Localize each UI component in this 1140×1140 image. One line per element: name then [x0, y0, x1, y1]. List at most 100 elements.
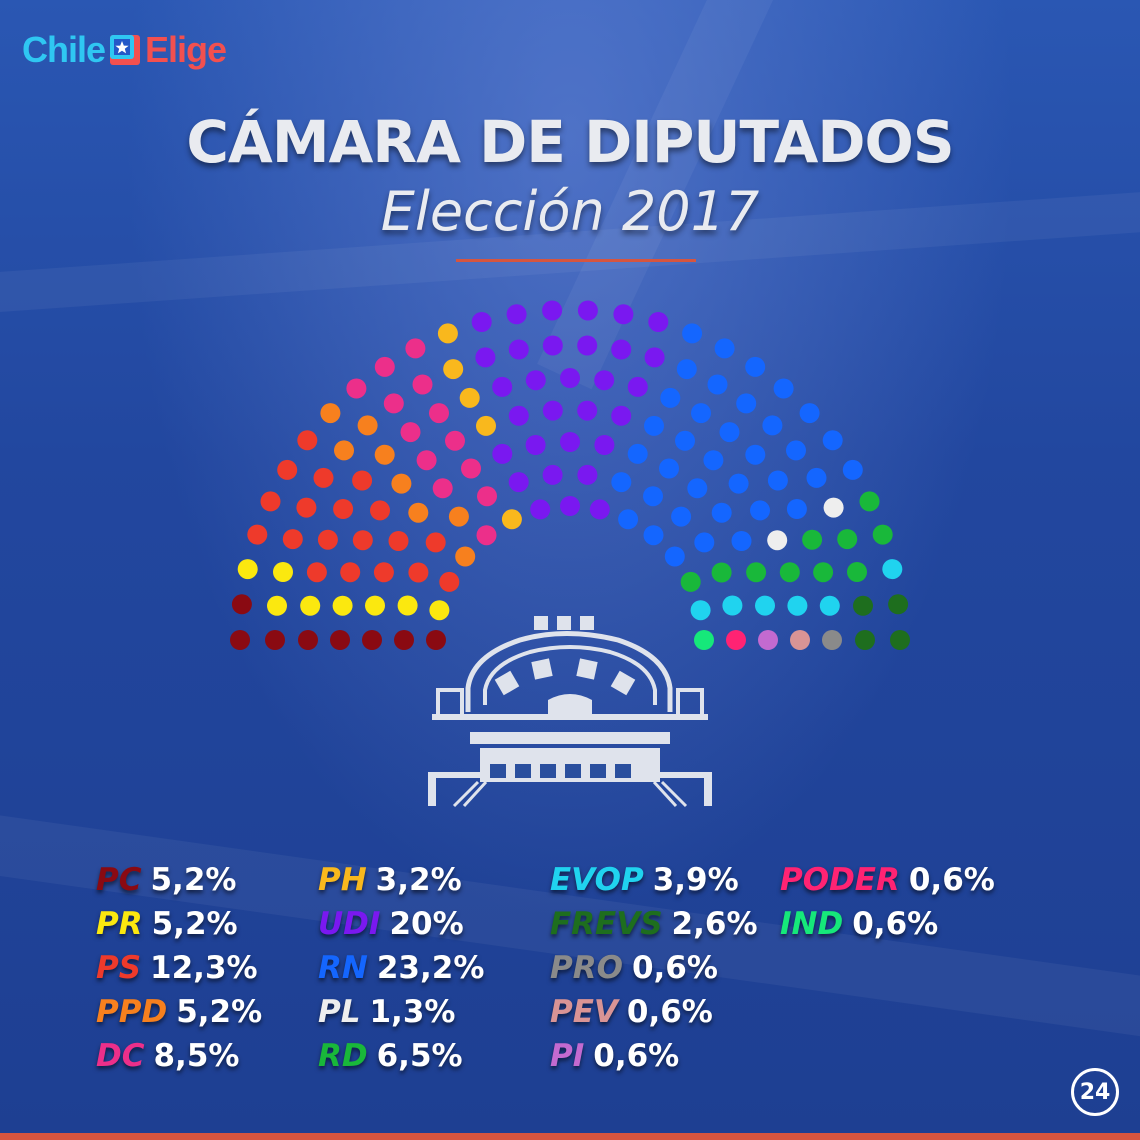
seat-udi [594, 435, 615, 455]
seat-pc [231, 594, 252, 615]
seat-frevs [888, 594, 909, 615]
seat-ps [247, 524, 268, 545]
legend-item-pr: PR 5,2% [96, 906, 238, 942]
seat-udi [542, 300, 563, 321]
seat-pl [767, 530, 788, 551]
seat-rn [694, 532, 715, 553]
seat-ph [501, 509, 522, 530]
legend-party-name: PODER [780, 862, 900, 898]
seat-rd [813, 562, 834, 583]
legend-item-udi: UDI 20% [318, 906, 464, 942]
seat-rn [714, 338, 735, 359]
legend-party-percent: 23,2% [376, 950, 485, 986]
seat-udi [475, 347, 496, 368]
seat-rd [746, 562, 767, 583]
seat-udi [577, 400, 598, 421]
seat-rn [644, 415, 664, 436]
seat-udi [560, 432, 580, 452]
legend-party-name: PR [96, 906, 143, 942]
legend-item-rn: RN 23,2% [318, 950, 484, 986]
seat-udi [560, 496, 580, 516]
seat-ps [296, 497, 317, 518]
legend-party-name: RD [318, 1038, 368, 1074]
seat-evop [722, 595, 743, 616]
seat-udi [542, 464, 563, 485]
seat-dc [412, 374, 433, 395]
seat-frevs [890, 630, 910, 650]
seat-ppd [374, 444, 395, 465]
seat-pr [300, 595, 321, 616]
legend-party-percent: 0,6% [631, 950, 718, 986]
seat-ppd [334, 440, 354, 461]
seat-udi [577, 300, 598, 321]
legend-item-ind: IND 0,6% [780, 906, 938, 942]
seat-rn [703, 450, 724, 471]
seat-ps [439, 571, 460, 592]
seat-rn [660, 387, 681, 408]
seat-pc [265, 630, 285, 650]
seat-rn [627, 443, 648, 464]
seat-dc [461, 458, 481, 479]
legend-party-percent: 0,6% [626, 994, 713, 1030]
seat-rn [675, 430, 695, 451]
seat-udi [506, 304, 527, 325]
seat-rn [786, 499, 807, 519]
seat-rn [762, 415, 783, 436]
seat-rd [802, 529, 823, 550]
seat-ps [277, 459, 298, 480]
seat-ps [333, 499, 354, 519]
seat-dc [477, 486, 497, 507]
seat-dc [476, 525, 497, 546]
seat-ps [370, 500, 390, 521]
legend-party-percent: 3,9% [652, 862, 739, 898]
seat-pr [397, 595, 418, 616]
legend-item-evop: EVOP 3,9% [550, 862, 739, 898]
seat-rn [671, 506, 692, 527]
seat-udi [542, 335, 563, 356]
legend-item-pc: PC 5,2% [96, 862, 236, 898]
seat-rn [676, 359, 697, 380]
seat-ph [443, 359, 464, 380]
seat-udi [648, 312, 669, 332]
seat-pc [230, 630, 250, 650]
seat-rn [736, 393, 757, 414]
seat-rn [842, 459, 863, 480]
legend-party-percent: 0,6% [908, 862, 995, 898]
seat-pc [298, 630, 318, 650]
legend-party-name: FREVS [550, 906, 663, 942]
seat-udi [594, 370, 615, 391]
seat-rn [611, 472, 632, 493]
seat-rd [711, 562, 732, 583]
seat-rn [659, 458, 679, 479]
seat-rn [773, 378, 794, 399]
seat-rn [806, 467, 827, 488]
seat-rd [837, 529, 858, 550]
seat-pc [394, 630, 414, 650]
seat-dc [416, 450, 437, 471]
seat-dc [405, 338, 426, 359]
seat-udi [525, 435, 546, 455]
seat-rd [680, 571, 701, 592]
seat-ps [297, 430, 318, 451]
seat-pro [822, 630, 842, 650]
seat-udi [492, 376, 513, 397]
page-subtitle: Elección 2017 [380, 180, 760, 243]
seat-udi [644, 347, 665, 368]
seat-dc [383, 393, 404, 414]
seat-ps [282, 529, 303, 550]
seat-pr [267, 595, 287, 616]
legend-item-ph: PH 3,2% [318, 862, 462, 898]
seat-udi [471, 312, 492, 332]
seat-udi [530, 499, 551, 520]
legend-item-rd: RD 6,5% [318, 1038, 463, 1074]
seat-rn [750, 500, 770, 521]
seat-pr [237, 559, 258, 580]
congress-building-icon [428, 616, 712, 808]
legend-party-name: PL [318, 994, 361, 1030]
legend-party-percent: 8,5% [153, 1038, 240, 1074]
seat-udi [525, 370, 546, 391]
seat-dc [374, 356, 395, 377]
legend-item-ps: PS 12,3% [96, 950, 258, 986]
seat-pr [332, 595, 353, 616]
